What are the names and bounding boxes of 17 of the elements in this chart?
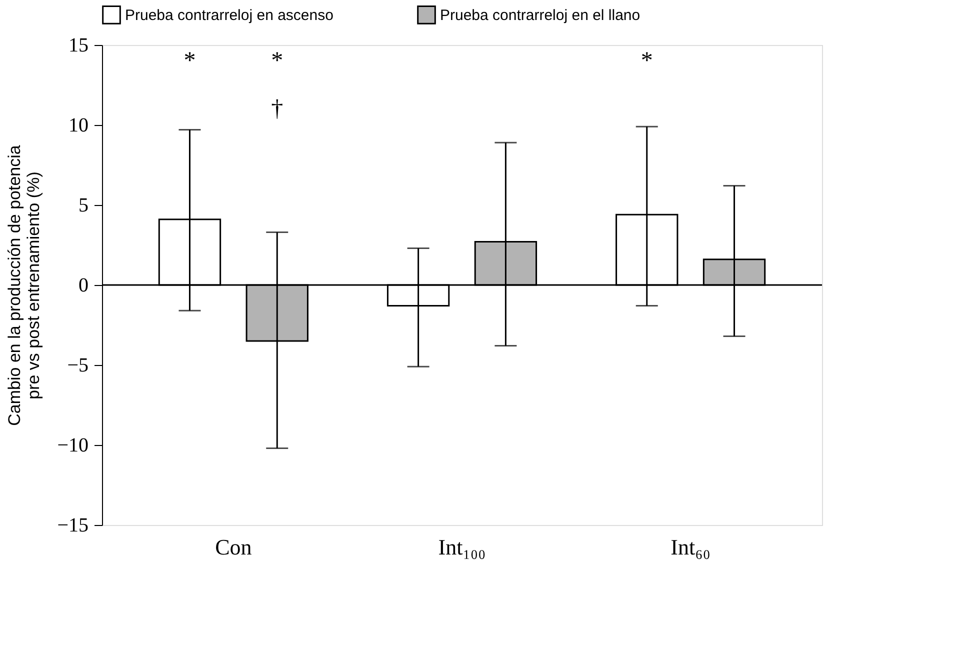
y-tick-label: 0 xyxy=(78,274,88,296)
x-tick-label: Int₆₀ xyxy=(670,534,710,560)
x-tick-label: Int₁₀₀ xyxy=(438,534,486,560)
y-tick-label: −5 xyxy=(67,354,88,376)
y-tick-label: 5 xyxy=(78,194,88,216)
annotation: † xyxy=(271,96,284,122)
annotation: * xyxy=(640,48,653,74)
x-tick-label: Con xyxy=(215,534,252,560)
annotation: * xyxy=(184,48,196,74)
legend-label: Prueba contrarreloj en el llano xyxy=(440,6,640,24)
annotation: * xyxy=(271,48,284,74)
y-tick-label: 15 xyxy=(68,34,88,56)
y-axis-title: Cambio en la producción de potencia pre vs post entrenamiento (%) xyxy=(5,144,44,426)
legend-label: Prueba contrarreloj en ascenso xyxy=(125,6,334,24)
y-tick-label: −15 xyxy=(57,514,88,536)
y-tick-label: 10 xyxy=(68,114,88,136)
y-tick-label: −10 xyxy=(57,434,88,456)
